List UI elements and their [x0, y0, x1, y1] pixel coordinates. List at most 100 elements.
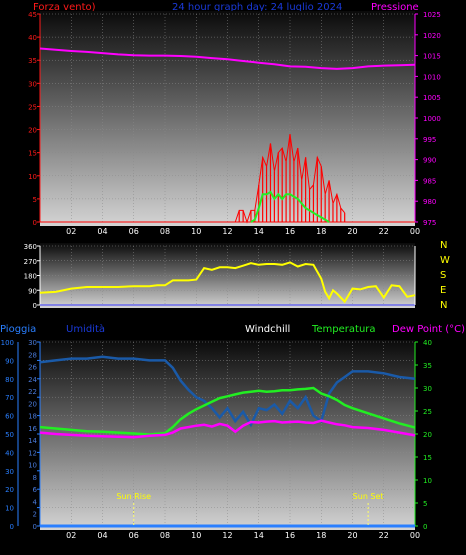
x-tick-label: 06: [129, 531, 139, 540]
wind-direction-series: [39, 261, 416, 304]
right-tick-label: 15: [423, 454, 432, 462]
humidity-tick-label: 24: [28, 376, 37, 384]
x-tick-label: 04: [97, 531, 107, 540]
wind-pressure-plot-area: [40, 11, 415, 226]
x-tick-label: 10: [191, 531, 201, 540]
wind-pressure-series: [39, 47, 416, 224]
legend-label: Windchill: [245, 324, 290, 335]
legend-label: Temperatura: [311, 324, 376, 335]
right-tick-label: 975: [423, 219, 436, 227]
left-tick-label: 70: [5, 394, 14, 402]
humidity-tick-label: 16: [28, 425, 37, 433]
graph-date-title: 24 hour graph day: 24 luglio 2024: [172, 2, 342, 13]
left-tick-label: 20: [5, 486, 14, 494]
left-tick-label: 0: [33, 302, 37, 310]
right-tick-label: 980: [423, 198, 436, 206]
temperature-line: [39, 386, 416, 436]
x-tick-label: 02: [66, 531, 76, 540]
x-tick-label: 08: [160, 531, 170, 540]
x-tick-label: 12: [222, 531, 232, 540]
legend-label: Dew Point (°C): [392, 324, 465, 335]
x-tick-label: 22: [379, 531, 389, 540]
humidity-tick-label: 6: [33, 486, 38, 494]
left-tick-label: 20: [28, 127, 37, 135]
right-tick-label: 20: [423, 431, 432, 439]
left-tick-label: 10: [5, 505, 14, 513]
right-tick-label: 1010: [423, 73, 441, 81]
x-tick-label: 20: [347, 531, 357, 540]
wind-force-label: Forza vento): [33, 2, 96, 13]
left-tick-label: 0: [10, 523, 14, 531]
compass-label: N: [440, 300, 447, 311]
left-tick-label: 90: [5, 357, 14, 365]
compass-label: E: [440, 285, 446, 296]
wind-direction-axes: 0 90 180 270 360: [24, 243, 416, 310]
left-tick-label: 360: [24, 243, 37, 251]
sunrise-label: Sun Rise: [116, 492, 151, 501]
x-tick-label: 16: [285, 531, 295, 540]
left-tick-label: 270: [24, 258, 37, 266]
compass-label: S: [440, 270, 446, 281]
right-tick-label: 1005: [423, 94, 441, 102]
left-tick-label: 40: [28, 34, 37, 42]
wind-gust-line: [234, 134, 346, 224]
humidity-tick-label: 30: [28, 339, 37, 347]
left-tick-label: 30: [28, 80, 37, 88]
humidity-tick-label: 22: [28, 388, 37, 396]
x-tick-label: 04: [97, 227, 107, 236]
left-tick-label: 10: [28, 173, 37, 181]
wind-direction-line: [39, 261, 416, 304]
wind-average-line: [250, 190, 330, 223]
humidity-tick-label: 26: [28, 364, 37, 372]
right-tick-label: 990: [423, 157, 436, 165]
x-tick-label: 20: [347, 227, 357, 236]
right-tick-label: 25: [423, 408, 432, 416]
x-tick-label: 16: [285, 227, 295, 236]
x-tick-label: 18: [316, 531, 326, 540]
x-tick-label: 22: [379, 227, 389, 236]
left-tick-label: 5: [33, 196, 37, 204]
pressure-label: Pressione: [371, 2, 419, 13]
x-tick-label: 08: [160, 227, 170, 236]
humidity-tick-label: 2: [33, 511, 37, 519]
dewpoint-line: [39, 419, 416, 439]
right-tick-label: 5: [423, 500, 427, 508]
x-tick-label: 14: [254, 531, 264, 540]
humidity-tick-label: 4: [33, 498, 38, 506]
humidity-tick-label: 8: [33, 474, 37, 482]
left-tick-label: 25: [28, 103, 37, 111]
right-tick-label: 1025: [423, 11, 441, 19]
pressure-line: [39, 47, 416, 70]
right-tick-label: 35: [423, 362, 432, 370]
x-tick-label: 02: [66, 227, 76, 236]
x-tick-label: 10: [191, 227, 201, 236]
compass-label: W: [440, 255, 450, 266]
humidity-tick-label: 0: [33, 523, 37, 531]
left-tick-label: 45: [28, 11, 37, 19]
right-tick-label: 40: [423, 339, 432, 347]
right-tick-label: 1000: [423, 115, 441, 123]
humidity-tick-label: 14: [28, 437, 37, 445]
humidity-temperature-series: [39, 355, 416, 528]
right-tick-label: 1015: [423, 53, 441, 61]
right-tick-label: 10: [423, 477, 432, 485]
x-tick-label: 00: [410, 531, 420, 540]
left-tick-label: 50: [5, 431, 14, 439]
humidity-tick-label: 20: [28, 400, 37, 408]
left-tick-label: 80: [5, 376, 14, 384]
x-tick-label: 06: [129, 227, 139, 236]
right-tick-label: 0: [423, 523, 427, 531]
right-tick-label: 1020: [423, 32, 441, 40]
sunset-label: Sun Set: [353, 492, 384, 501]
right-tick-label: 985: [423, 177, 436, 185]
humidity-tick-label: 10: [28, 462, 37, 470]
left-tick-label: 30: [5, 468, 14, 476]
left-tick-label: 100: [1, 339, 14, 347]
right-tick-label: 30: [423, 385, 432, 393]
left-tick-label: 90: [28, 287, 37, 295]
left-tick-label: 180: [24, 273, 37, 281]
x-tick-label: 18: [316, 227, 326, 236]
